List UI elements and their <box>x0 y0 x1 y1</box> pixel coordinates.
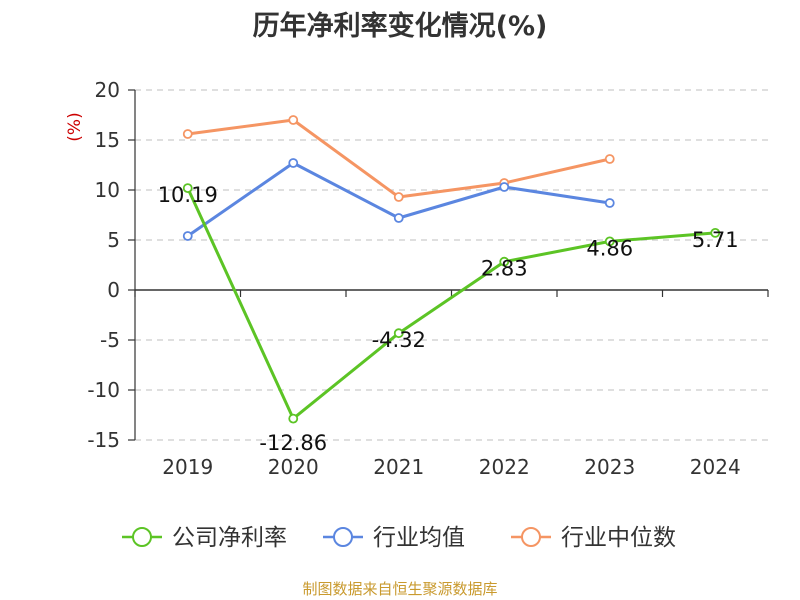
x-tick-label-2019: 2019 <box>162 455 213 479</box>
x-tick-label-2021: 2021 <box>373 455 424 479</box>
data-point-1-2019 <box>182 231 193 241</box>
series-line-0 <box>186 187 716 421</box>
source-note: 制图数据来自恒生聚源数据库 <box>302 580 498 598</box>
data-point-2-2021 <box>393 192 404 202</box>
x-tick-label-2020: 2020 <box>268 455 319 479</box>
series-line-2 <box>187 118 611 199</box>
y-tick-label-15: 15 <box>95 128 120 152</box>
data-point-1-2020 <box>288 158 299 168</box>
y-tick-label-10: 10 <box>95 178 120 202</box>
legend-label-1: 行业均值 <box>373 525 465 551</box>
data-label-2023: 4.86 <box>586 236 633 260</box>
data-point-1-2022 <box>499 182 510 192</box>
x-tick-label-2024: 2024 <box>690 455 741 479</box>
legend-marker-1 <box>333 527 353 547</box>
series-lines <box>186 118 716 421</box>
data-point-2-2023 <box>604 154 615 164</box>
data-point-0-2020 <box>288 413 299 424</box>
data-point-2-2020 <box>288 115 299 125</box>
data-label-2020: -12.86 <box>259 431 327 455</box>
series-points <box>182 115 721 424</box>
data-point-1-2021 <box>393 213 404 223</box>
y-tick-label--10: -10 <box>87 378 120 402</box>
data-point-0-2023 <box>604 236 615 247</box>
data-label-2024: 5.71 <box>692 228 739 252</box>
data-point-1-2023 <box>604 198 615 208</box>
x-tick-label-2023: 2023 <box>584 455 635 479</box>
chart-title: 历年净利率变化情况(%) <box>252 11 548 42</box>
y-tick-label-20: 20 <box>95 78 120 102</box>
data-label-2021: -4.32 <box>372 328 426 352</box>
data-point-0-2021 <box>393 328 404 339</box>
y-tick-label--15: -15 <box>87 428 120 452</box>
data-point-0-2022 <box>499 256 510 267</box>
legend-label-0: 公司净利率 <box>172 525 287 551</box>
data-labels: 10.19 -12.86 -4.32 2.83 4.86 5.71 <box>158 183 739 455</box>
axes: 20 15 10 5 0 -5 -10 -15 (%) 2019 2020 2021 2022 2023 2… <box>65 78 769 479</box>
data-point-2-2019 <box>182 129 193 139</box>
legend: 公司净利率 行业均值 行业中位数 <box>122 525 676 551</box>
data-point-0-2024 <box>710 227 721 238</box>
y-tick-label--5: -5 <box>100 328 120 352</box>
y-tick-label-0: 0 <box>107 278 120 302</box>
data-label-2022: 2.83 <box>481 257 528 281</box>
grid-lines <box>135 89 768 441</box>
data-label-2019: 10.19 <box>158 183 218 207</box>
y-axis-label: (%) <box>65 112 85 141</box>
legend-marker-0 <box>132 527 152 547</box>
legend-label-2: 行业中位数 <box>561 525 676 551</box>
y-tick-label-5: 5 <box>107 228 120 252</box>
data-point-0-2019 <box>182 183 193 194</box>
x-tick-label-2022: 2022 <box>479 455 530 479</box>
legend-marker-2 <box>521 527 541 547</box>
